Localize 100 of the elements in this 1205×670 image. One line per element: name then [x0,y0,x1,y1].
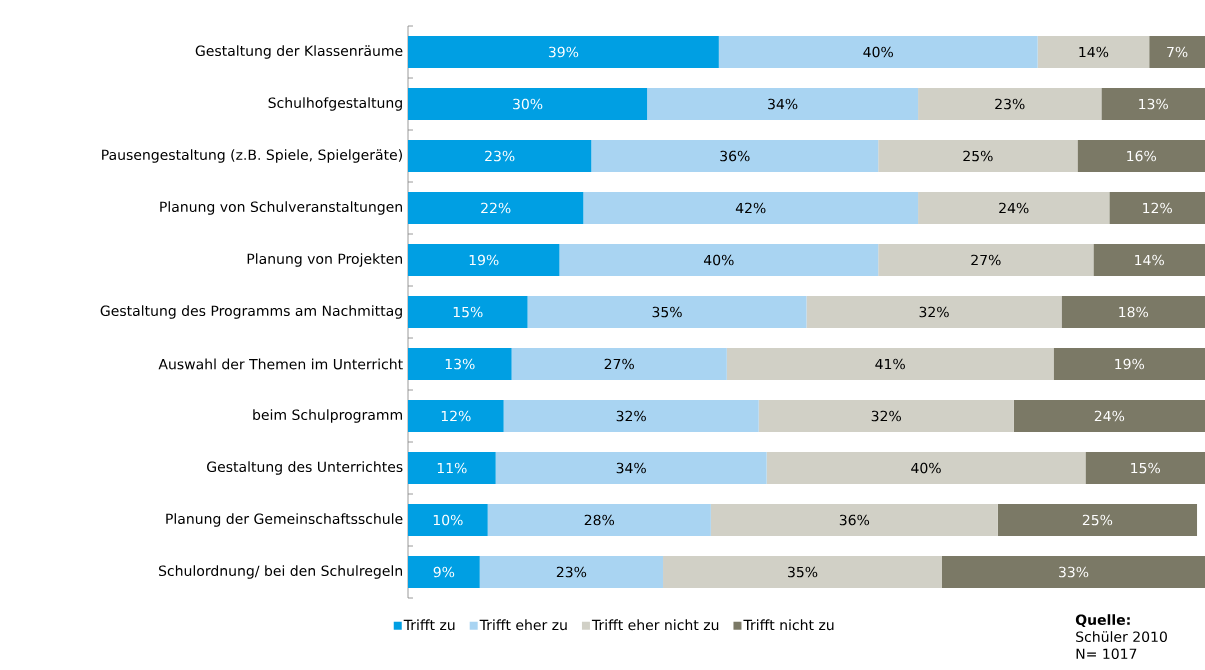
bar [479,556,664,589]
legend-label: Trifft eher zu [479,619,567,631]
data-label: 22% [481,202,511,214]
bar [663,556,942,589]
y-tick-label: Gestaltung des Unterrichtes [207,461,403,475]
data-label: 13% [1139,98,1168,110]
data-label: 34% [616,462,646,474]
bar [408,348,512,380]
bar [647,88,919,120]
bar [408,400,504,433]
data-label: 35% [652,306,682,318]
bar [718,36,1038,68]
y-tick-label: Planung von Projekten [247,253,402,267]
data-label: 18% [1119,306,1149,318]
bar [1013,400,1205,433]
data-label: 19% [469,254,499,266]
bar [878,140,1078,173]
data-label: 23% [485,150,515,162]
bar [918,88,1102,120]
bar [408,504,488,537]
y-tick-label: Auswahl der Themen im Unterricht [158,358,403,370]
legend-label: Trifft eher nicht zu [591,619,719,631]
data-label: 28% [584,514,615,526]
data-label: 23% [995,98,1025,110]
bar [527,296,807,329]
data-label: 32% [871,410,901,422]
data-label: 41% [875,358,905,370]
bar [511,348,727,380]
bar [495,452,767,485]
bar [1053,348,1205,380]
data-label: 11% [437,462,467,474]
data-label: 15% [1131,462,1161,474]
bar [583,192,919,224]
bar [758,400,1014,433]
data-label: 14% [1079,46,1109,58]
bar [503,400,759,433]
bar [806,296,1062,329]
y-tick-label: Planung der Gemeinschaftsschule [166,513,403,527]
bar [1109,192,1205,224]
data-label: 34% [768,98,798,110]
data-label: 40% [703,254,734,266]
data-label: 40% [863,46,894,58]
bar [559,244,879,277]
bar [766,452,1086,485]
legend-label: Trifft nicht zu [743,619,834,631]
bar [1101,88,1205,120]
data-label: 27% [604,358,634,370]
data-label: 24% [999,202,1029,214]
data-label: 16% [1127,150,1157,162]
legend-label: Trifft zu [403,619,455,631]
bar [997,504,1198,537]
data-label: 14% [1135,254,1164,266]
data-label: 12% [1143,202,1172,214]
data-label: 15% [453,306,483,318]
data-label: 23% [556,566,587,578]
data-label: 9% [433,566,455,578]
data-label: 32% [616,410,646,422]
y-tick-label: Schulhofgestaltung [268,97,402,111]
data-label: 12% [441,410,471,422]
data-label: 42% [735,202,766,214]
data-label: 36% [839,514,870,526]
bar [408,88,648,120]
y-tick-label: beim Schulprogramm [253,409,402,423]
data-label: 36% [720,150,750,162]
y-tick-label: Gestaltung des Programms am Nachmittag [100,305,402,319]
data-label: 13% [445,358,475,370]
data-label: 25% [1082,514,1113,526]
bar [408,36,719,68]
bar [408,244,560,277]
bar [408,452,496,485]
bar [941,556,1205,589]
data-label: 39% [548,46,579,58]
data-label: 30% [513,98,543,110]
data-label: 7% [1167,46,1188,58]
data-label: 40% [911,462,941,474]
bar [726,348,1054,380]
bar [1077,140,1205,173]
data-label: 19% [1115,358,1145,370]
bar [1085,452,1205,485]
bar [408,556,480,589]
data-label: 32% [919,306,949,318]
text: Schüler 2010 [1076,631,1167,643]
text: Quelle: [1075,614,1130,627]
bar [408,192,584,224]
data-label: 27% [971,254,1001,266]
data-label: 35% [788,566,818,578]
text: N= 1017 [1076,648,1137,660]
data-label: 24% [1094,410,1125,422]
bar [1037,36,1150,68]
bar [878,244,1094,277]
data-label: 25% [963,150,993,162]
bar [1061,296,1205,329]
bar [1149,36,1205,68]
bar [591,140,879,173]
data-label: 33% [1059,566,1089,578]
y-tick-label: Schulordnung/ bei den Schulregeln [159,565,403,579]
data-label: 10% [433,514,463,526]
bar [1093,244,1205,277]
bar [487,504,711,537]
bar [408,296,528,329]
